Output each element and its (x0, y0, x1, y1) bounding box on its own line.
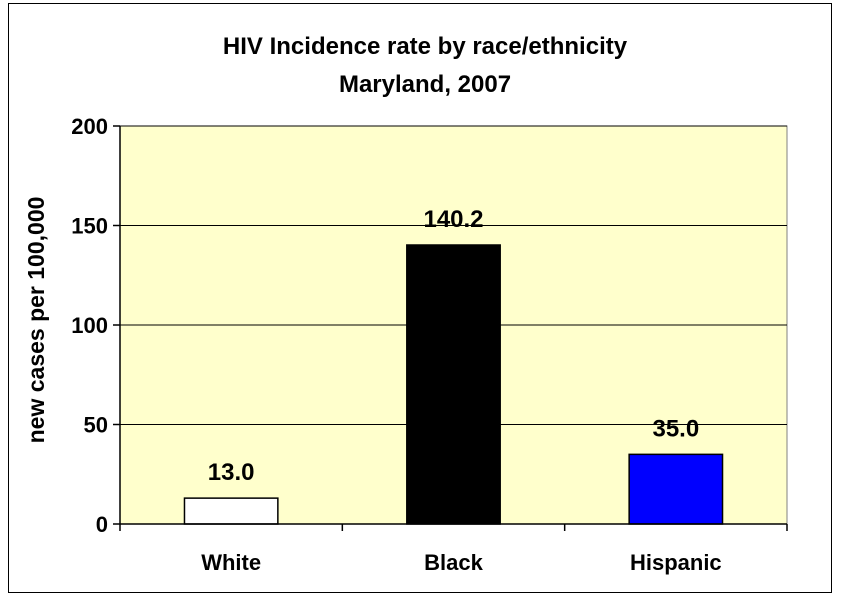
axes: 0 50 100 150 200 (71, 114, 788, 537)
chart-title-line-1: HIV Incidence rate by race/ethnicity (223, 33, 628, 60)
labels: 13.0 White 140.2 Black 35.0 Hispanic (201, 206, 721, 575)
y-axis-label: new cases per 100,000 (23, 197, 49, 444)
y-tick-label: 100 (71, 313, 108, 338)
bar-hispanic (628, 453, 724, 525)
y-tick-label: 200 (71, 114, 108, 139)
y-tick-label: 150 (71, 214, 108, 239)
y-tick-label: 50 (84, 413, 108, 438)
category-label-hispanic: Hispanic (630, 550, 722, 575)
bar-white (183, 497, 279, 525)
y-tick-label: 0 (96, 512, 108, 537)
category-label-white: White (201, 550, 261, 575)
bar-black (406, 244, 501, 525)
chart-title-line-2: Maryland, 2007 (339, 71, 511, 98)
category-label-black: Black (424, 550, 483, 575)
bars (183, 244, 724, 525)
value-label-black: 140.2 (423, 206, 483, 233)
value-label-hispanic: 35.0 (652, 415, 699, 442)
value-label-white: 13.0 (208, 459, 255, 486)
